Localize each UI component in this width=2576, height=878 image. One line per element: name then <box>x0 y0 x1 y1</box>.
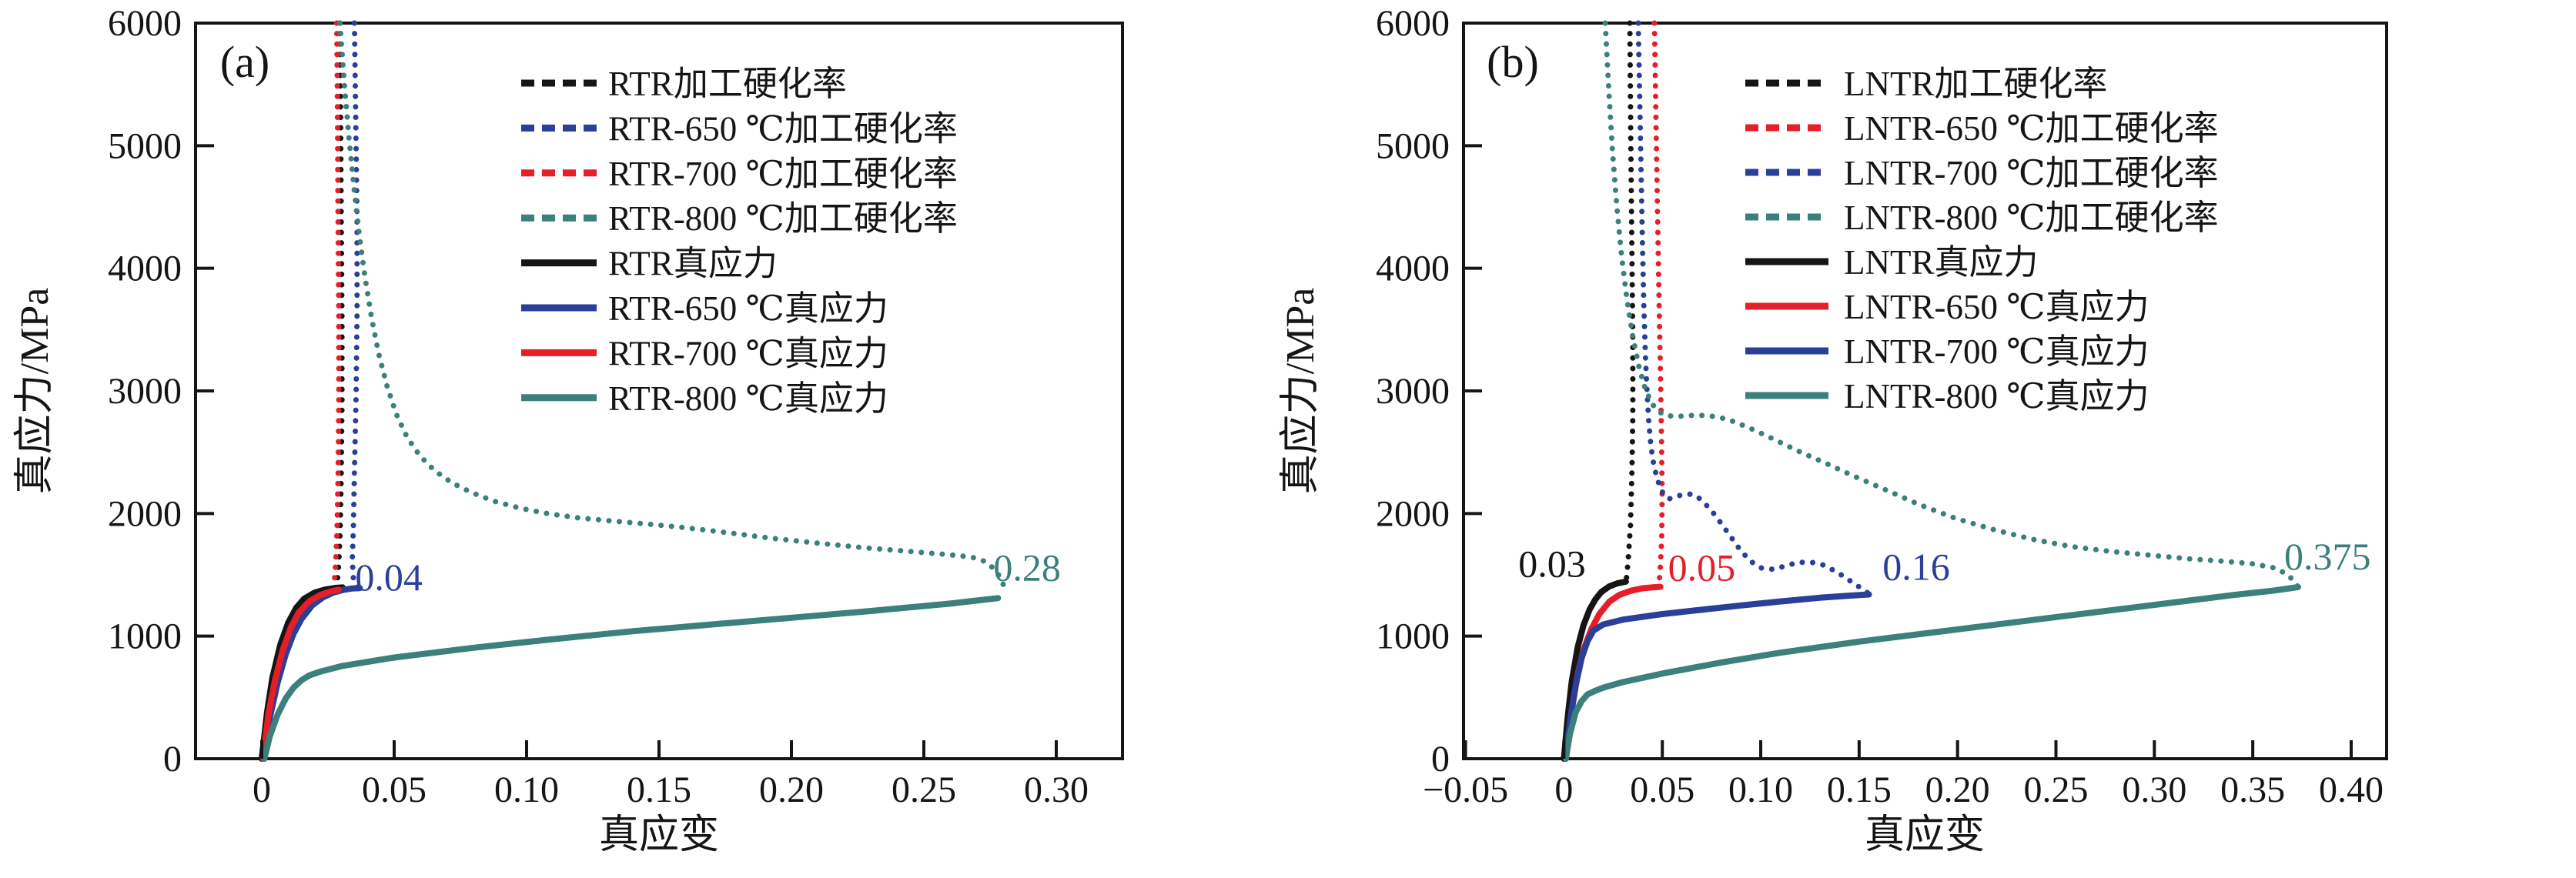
y-tick-label: 2000 <box>108 493 182 534</box>
y-tick-label: 2000 <box>1376 493 1450 534</box>
panel-b-annotations: 0.03 0.05 0.16 0.375 <box>1518 535 2370 589</box>
legend-label: LNTR真应力 <box>1844 243 2039 282</box>
legend-label: LNTR-700 ℃加工硬化率 <box>1844 154 2219 192</box>
x-tick-label: 0.35 <box>2220 770 2285 810</box>
y-tick-label: 6000 <box>108 3 182 44</box>
y-tick-label: 4000 <box>108 249 182 289</box>
y-tick-label: 3000 <box>1376 371 1450 412</box>
y-tick-label: 1000 <box>108 616 182 657</box>
panel-a-y-axis-label: 真应力/MPa <box>13 288 57 495</box>
series-curve <box>1562 591 1872 762</box>
series-curve <box>337 20 1006 588</box>
panel-a-ticks: 0 0.05 0.10 0.15 0.20 0.25 0.30 0 1000 2000 3000 40… <box>108 3 1089 810</box>
x-tick-label: 0.30 <box>1024 770 1089 810</box>
panel-b-x-axis-label: 真应变 <box>1865 813 1985 857</box>
fracture-strain-annotation: 0.16 <box>1882 546 1950 589</box>
x-tick-label: 0.20 <box>759 770 824 810</box>
panel-b-ticks: −0.05 0 0.05 0.10 0.15 0.20 0.25 0.30 0.35 0.4001… <box>1376 3 2384 810</box>
y-tick-label: 5000 <box>1376 125 1450 166</box>
legend-label: RTR-800 ℃真应力 <box>608 379 888 418</box>
y-tick-label: 1000 <box>1376 616 1450 657</box>
x-tick-label: 0.25 <box>892 770 956 810</box>
legend-label: RTR-700 ℃真应力 <box>608 334 888 372</box>
x-tick-label: 0.10 <box>494 770 559 810</box>
y-tick-label: 3000 <box>108 371 182 412</box>
x-tick-label: 0.05 <box>1630 770 1694 810</box>
panel-a-annotations: 0.04 0.28 <box>355 546 1061 599</box>
legend-label: LNTR-700 ℃真应力 <box>1844 332 2149 371</box>
fracture-strain-annotation: 0.03 <box>1518 542 1586 586</box>
legend-label: RTR-800 ℃加工硬化率 <box>608 199 958 238</box>
x-tick-label: −0.05 <box>1423 770 1508 810</box>
panel-a-legend: RTR加工硬化率 RTR-650 ℃加工硬化率 RTR-700 ℃加工硬化率 RTR-… <box>521 65 958 418</box>
series-curve <box>1651 20 1665 589</box>
x-tick-label: 0.10 <box>1728 770 1793 810</box>
fracture-strain-annotation: 0.28 <box>993 546 1061 589</box>
legend-label: LNTR-800 ℃真应力 <box>1844 377 2149 416</box>
panel-a-curves <box>259 20 1006 762</box>
x-tick-label: 0 <box>1554 770 1573 810</box>
x-tick-label: 0.40 <box>2319 770 2384 810</box>
fracture-strain-annotation: 0.04 <box>355 556 423 599</box>
x-tick-label: 0.25 <box>2024 770 2089 810</box>
panel-b-y-axis-label: 真应力/MPa <box>1279 288 1323 495</box>
x-tick-label: 0.15 <box>627 770 691 810</box>
y-tick-label: 4000 <box>1376 249 1450 289</box>
series-curve <box>1562 583 2301 762</box>
legend-label: LNTR-800 ℃加工硬化率 <box>1844 199 2219 237</box>
panel-b-letter: (b) <box>1487 37 1539 87</box>
series-curve <box>261 595 1002 762</box>
x-tick-label: 0.05 <box>362 770 427 810</box>
x-tick-label: 0.30 <box>2122 770 2186 810</box>
x-tick-label: 0 <box>253 770 271 810</box>
panel-b-legend: LNTR加工硬化率 LNTR-650 ℃加工硬化率 LNTR-700 ℃加工硬化率 L… <box>1745 65 2219 416</box>
series-curve <box>1561 578 1629 762</box>
x-tick-label: 0.20 <box>1925 770 1990 810</box>
legend-label: LNTR-650 ℃加工硬化率 <box>1844 109 2219 148</box>
series-curve <box>1602 20 2301 590</box>
panel-a-letter: (a) <box>220 37 269 87</box>
legend-label: RTR真应力 <box>608 245 778 283</box>
fracture-strain-annotation: 0.375 <box>2284 535 2371 578</box>
x-tick-label: 0.15 <box>1827 770 1892 810</box>
legend-label: RTR-650 ℃加工硬化率 <box>608 109 958 148</box>
y-tick-label: 0 <box>163 739 182 780</box>
panel-b-curves <box>1561 20 2301 762</box>
series-curve <box>331 20 342 586</box>
fracture-strain-annotation: 0.05 <box>1668 546 1736 589</box>
series-curve <box>259 586 342 762</box>
y-tick-label: 0 <box>1431 739 1450 780</box>
series-curve <box>350 20 366 593</box>
y-tick-label: 5000 <box>108 125 182 166</box>
legend-label: LNTR-650 ℃真应力 <box>1844 288 2149 326</box>
legend-label: RTR-700 ℃加工硬化率 <box>608 155 958 193</box>
legend-label: LNTR加工硬化率 <box>1844 65 2108 103</box>
legend-label: RTR加工硬化率 <box>608 65 847 103</box>
legend-label: RTR-650 ℃真应力 <box>608 289 888 328</box>
panel-b: −0.05 0 0.05 0.10 0.15 0.20 0.25 0.30 0.35 0.4001… <box>1279 3 2388 857</box>
y-tick-label: 6000 <box>1376 3 1450 44</box>
panel-a: 0 0.05 0.10 0.15 0.20 0.25 0.30 0 1000 2000 3000 40… <box>13 3 1124 857</box>
series-curve <box>1635 20 1872 597</box>
series-curve <box>1623 20 1636 584</box>
panel-a-x-axis-label: 真应变 <box>599 813 719 857</box>
